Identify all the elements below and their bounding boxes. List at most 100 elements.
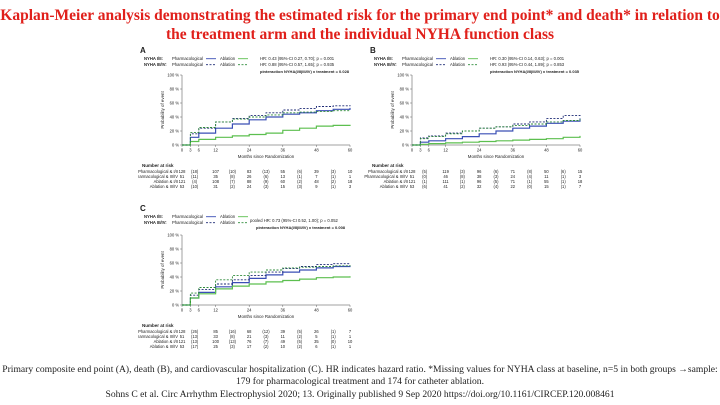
km-curve-3 — [182, 110, 351, 146]
km-figure: A NYHA I/II: NYHA III/IV: Pharmacological Ab… — [134, 44, 588, 362]
at-risk-value: 26 — [314, 329, 319, 334]
legend-pharm: Pharmacological — [172, 220, 203, 225]
at-risk-value: 38 — [477, 174, 482, 179]
at-risk-value: 1 — [349, 334, 352, 339]
at-risk-value: 53 — [180, 184, 185, 189]
x-tick-label: 6 — [428, 148, 431, 153]
at-risk-value: 119 — [442, 169, 449, 174]
legend-nyha-iiiiv: NYHA III/IV: — [374, 62, 397, 67]
at-risk-value: 121 — [409, 179, 417, 184]
at-risk-value: (9) — [263, 179, 269, 184]
at-risk-row-label: Ablation & III/IV — [150, 184, 178, 189]
at-risk-value: (13) — [191, 334, 199, 339]
legend-abl: Ablation — [220, 56, 236, 61]
hr-ii: HR: 0.30 (95%-CI 0.14, 0.63); p = 0.001 — [490, 56, 565, 61]
legend-abl: Ablation — [450, 56, 466, 61]
x-axis-label: Months since Randomization — [238, 314, 295, 319]
y-tick-label: 100 % — [397, 72, 409, 77]
legend-pharm: Pharmacological — [402, 56, 433, 61]
at-risk-value: (3) — [263, 184, 269, 189]
at-risk-value: 49 — [281, 339, 286, 344]
at-risk-value: 128 — [179, 329, 187, 334]
slide-title: Kaplan-Meier analysis demonstrating the … — [0, 7, 720, 43]
at-risk-value: (7) — [230, 179, 236, 184]
at-risk-value: 15 — [544, 184, 549, 189]
y-tick-label: 40 % — [170, 114, 180, 119]
km-curve-2 — [182, 124, 351, 146]
at-risk-value: 22 — [511, 184, 516, 189]
at-risk-value: 71 — [511, 169, 516, 174]
x-tick-label: 36 — [281, 148, 286, 153]
at-risk-value: 24 — [247, 184, 252, 189]
at-risk-value: 85 — [213, 329, 218, 334]
at-risk-value: 53 — [180, 344, 185, 349]
at-risk-value: 83 — [247, 169, 252, 174]
y-tick-label: 40 % — [170, 274, 180, 279]
at-risk-row-label: Pharmacological & III/IV — [364, 174, 408, 179]
legend-nyha-iiiiv: NYHA III/IV: — [144, 220, 167, 225]
at-risk-value: (4) — [527, 174, 533, 179]
at-risk-value: (1) — [331, 174, 337, 179]
at-risk-value: (0) — [527, 184, 533, 189]
at-risk-heading: Number at risk — [142, 323, 174, 328]
x-tick-label: 48 — [544, 148, 549, 153]
p-interaction: pinteraction NYHA(I/II|III/IV) x treatme… — [260, 69, 350, 74]
at-risk-value: (3) — [263, 334, 269, 339]
at-risk-value: 39 — [281, 329, 286, 334]
at-risk-value: (6) — [493, 169, 499, 174]
at-risk-value: 55 — [544, 179, 549, 184]
hr-ii: HR: 0.43 (95%-CI 0.27, 0.70); p = 0.001 — [260, 56, 335, 61]
at-risk-value: (2) — [297, 179, 303, 184]
at-risk-value: 32 — [477, 184, 482, 189]
at-risk-value: (26) — [191, 329, 199, 334]
at-risk-value: 9 — [315, 184, 318, 189]
x-tick-label: 0 — [411, 148, 414, 153]
y-tick-label: 20 % — [400, 128, 410, 133]
at-risk-value: (1) — [297, 174, 303, 179]
p-interaction: pinteraction NYHA(I/II|III/IV) x treatme… — [256, 225, 346, 230]
at-risk-value: 18 — [578, 179, 583, 184]
legend-nyha-ii: NYHA I/II: — [144, 56, 163, 61]
at-risk-value: 33 — [213, 334, 218, 339]
at-risk-value: (10) — [191, 184, 199, 189]
x-tick-label: 12 — [443, 148, 448, 153]
legend-abl: Ablation — [220, 214, 236, 219]
at-risk-value: 48 — [314, 179, 319, 184]
at-risk-value: (1) — [460, 179, 466, 184]
x-tick-label: 12 — [213, 308, 218, 313]
y-tick-label: 20 % — [170, 128, 180, 133]
at-risk-value: (3) — [297, 184, 303, 189]
at-risk-value: (2) — [230, 184, 236, 189]
at-risk-value: 41 — [443, 184, 448, 189]
y-tick-label: 60 % — [170, 260, 180, 265]
at-risk-row-label: Ablation & I/II — [154, 339, 178, 344]
at-risk-value: (1) — [527, 179, 533, 184]
at-risk-value: (3) — [493, 174, 499, 179]
at-risk-value: (13) — [262, 169, 270, 174]
x-axis-label: Months since Randomization — [238, 154, 295, 159]
p-interaction: pinteraction NYHA(I/II|III/IV) x treatme… — [490, 69, 580, 74]
at-risk-value: (1) — [331, 184, 337, 189]
hr-iiiiv: HR: 0.93 (95%-CI 0.44, 1.89); p = 0.853 — [490, 62, 565, 67]
x-tick-label: 24 — [477, 148, 482, 153]
legend-pharm: Pharmacological — [172, 56, 203, 61]
at-risk-value: (1) — [331, 344, 337, 349]
at-risk-value: 11 — [281, 334, 286, 339]
at-risk-value: 25 — [213, 344, 218, 349]
at-risk-value: 50 — [544, 169, 549, 174]
at-risk-row-label: Pharmacological & III/IV — [138, 174, 178, 179]
at-risk-row-label: Pharmacological & III/IV — [138, 334, 178, 339]
at-risk-value: (6) — [297, 169, 303, 174]
at-risk-value: 10 — [348, 339, 353, 344]
x-tick-label: 36 — [281, 308, 286, 313]
at-risk-heading: Number at risk — [142, 163, 174, 168]
legend-abl: Ablation — [450, 62, 466, 67]
at-risk-value: 35 — [314, 339, 319, 344]
y-axis-label: Probability of event — [160, 91, 165, 129]
x-tick-label: 24 — [247, 148, 252, 153]
at-risk-value: 76 — [247, 339, 252, 344]
at-risk-row-label: Pharmacological & I/II — [368, 169, 408, 174]
legend-nyha-ii: NYHA I/II: — [144, 214, 163, 219]
